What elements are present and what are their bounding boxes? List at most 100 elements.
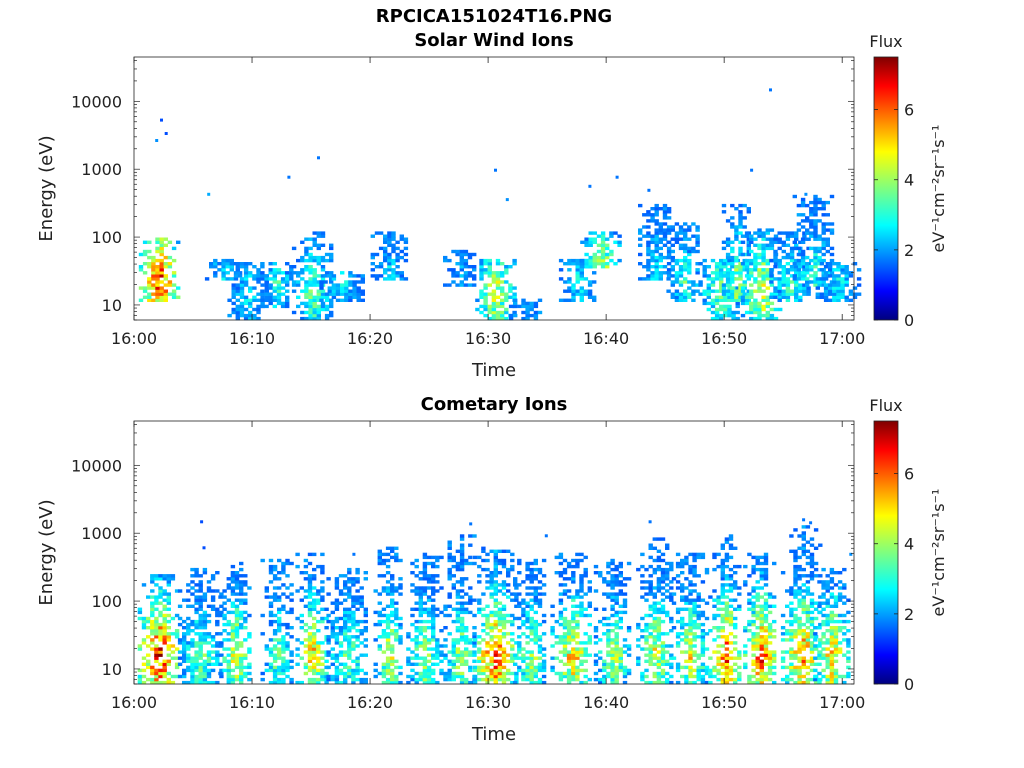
data-cell xyxy=(723,295,728,299)
data-cell xyxy=(256,271,261,275)
data-cell xyxy=(636,567,641,572)
data-cell xyxy=(805,665,811,670)
data-cell xyxy=(226,680,231,685)
data-cell xyxy=(312,304,317,309)
data-cell xyxy=(575,277,580,281)
data-cell xyxy=(537,298,543,302)
data-cell xyxy=(222,629,227,633)
data-cell xyxy=(285,283,290,287)
data-cell xyxy=(785,604,790,608)
data-cell xyxy=(202,595,208,599)
data-cell xyxy=(609,252,614,257)
data-cell xyxy=(330,632,335,636)
data-cell xyxy=(723,313,728,318)
data-cell xyxy=(406,635,411,639)
data-cell xyxy=(587,653,592,657)
data-cell xyxy=(626,668,632,673)
data-cell xyxy=(806,246,811,251)
data-cell xyxy=(343,598,348,602)
data-cell xyxy=(312,677,317,682)
data-cell xyxy=(348,295,353,299)
data-cell xyxy=(738,298,743,302)
data-cell xyxy=(319,283,324,287)
data-cell xyxy=(363,610,368,615)
data-cell xyxy=(146,635,151,639)
data-cell xyxy=(675,586,681,590)
data-cell xyxy=(696,668,701,673)
data-cell xyxy=(485,586,490,590)
data-cell xyxy=(614,632,619,636)
data-cell xyxy=(210,598,216,602)
data-cell xyxy=(654,240,659,244)
data-cell xyxy=(447,595,452,599)
data-cell xyxy=(525,567,530,572)
data-cell xyxy=(809,265,814,269)
data-cell xyxy=(797,647,802,651)
data-cell xyxy=(141,638,147,642)
data-cell xyxy=(340,298,345,302)
data-cell xyxy=(439,659,444,663)
data-cell xyxy=(588,265,593,269)
data-cell xyxy=(821,280,826,284)
data-cell xyxy=(749,292,754,296)
data-cell xyxy=(747,680,752,685)
data-cell xyxy=(801,601,806,605)
data-cell xyxy=(493,592,498,596)
data-cell xyxy=(759,571,764,575)
data-cell xyxy=(755,659,760,663)
data-cell xyxy=(182,619,187,624)
data-cell xyxy=(455,592,461,596)
data-point xyxy=(588,184,592,188)
data-cell xyxy=(331,292,337,296)
data-cell xyxy=(735,310,740,315)
data-cell xyxy=(688,598,693,602)
data-cell xyxy=(281,650,286,654)
data-cell xyxy=(772,595,777,599)
data-cell xyxy=(182,626,187,630)
data-cell xyxy=(700,580,706,584)
data-cell xyxy=(291,280,297,284)
data-cell xyxy=(648,589,653,593)
data-cell xyxy=(500,316,505,321)
data-cell xyxy=(295,589,300,593)
data-cell xyxy=(468,586,473,590)
data-cell xyxy=(797,567,802,572)
data-cell xyxy=(410,656,415,660)
data-cell xyxy=(506,589,511,593)
data-cell xyxy=(167,262,173,266)
data-cell xyxy=(598,668,603,673)
data-cell xyxy=(477,607,482,611)
data-cell xyxy=(558,635,564,639)
data-cell xyxy=(724,555,730,560)
data-cell xyxy=(264,289,269,293)
data-cell xyxy=(493,601,498,605)
data-cell xyxy=(800,237,806,241)
data-cell xyxy=(307,589,313,593)
data-cell xyxy=(618,574,623,578)
data-cell xyxy=(610,577,615,581)
data-cell xyxy=(373,622,378,627)
data-cell xyxy=(674,271,680,275)
data-cell xyxy=(513,592,518,596)
data-cell xyxy=(497,549,503,553)
data-cell xyxy=(562,674,568,679)
data-cell xyxy=(769,292,775,296)
data-cell xyxy=(521,647,526,651)
data-cell xyxy=(805,677,811,682)
data-cell xyxy=(495,295,501,299)
data-cell xyxy=(650,234,655,238)
data-cell xyxy=(182,650,187,654)
data-cell xyxy=(218,632,223,636)
data-cell xyxy=(231,289,236,293)
data-cell xyxy=(137,668,143,673)
data-cell xyxy=(801,598,806,602)
data-cell xyxy=(162,592,167,596)
data-cell xyxy=(646,274,651,278)
data-cell xyxy=(138,268,144,272)
data-cell xyxy=(459,674,465,679)
data-cell xyxy=(356,286,361,290)
data-cell xyxy=(485,644,490,648)
data-cell xyxy=(264,292,269,296)
data-cell xyxy=(159,271,164,275)
data-cell xyxy=(395,255,400,260)
